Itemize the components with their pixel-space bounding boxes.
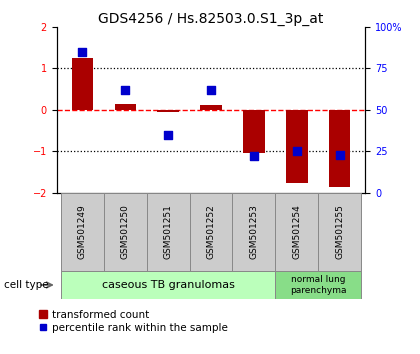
Bar [286,110,307,183]
Point [336,152,343,158]
Bar [61,271,276,299]
Bar [104,193,147,271]
Text: GSM501253: GSM501253 [249,204,258,259]
Point [294,149,300,154]
Legend: transformed count, percentile rank within the sample: transformed count, percentile rank withi… [39,310,228,333]
Bar [329,110,350,187]
Text: GSM501249: GSM501249 [78,205,87,259]
Bar [318,193,361,271]
Text: cell type: cell type [4,280,49,290]
Text: GSM501252: GSM501252 [207,205,215,259]
Bar [200,105,222,110]
Point [251,154,257,159]
Point [165,132,171,138]
Bar [158,110,179,112]
Point [208,87,215,93]
Text: GSM501255: GSM501255 [335,204,344,259]
Bar [276,271,361,299]
Bar [189,193,233,271]
Bar [233,193,276,271]
Bar [72,58,93,110]
Text: GSM501251: GSM501251 [164,204,173,259]
Bar [276,193,318,271]
Bar [147,193,189,271]
Point [122,87,129,93]
Text: GSM501250: GSM501250 [121,204,130,259]
Bar [243,110,265,153]
Title: GDS4256 / Hs.82503.0.S1_3p_at: GDS4256 / Hs.82503.0.S1_3p_at [98,12,324,25]
Bar [61,193,104,271]
Text: GSM501254: GSM501254 [292,205,301,259]
Text: normal lung
parenchyma: normal lung parenchyma [290,275,346,295]
Bar [115,103,136,110]
Point [79,48,86,54]
Text: caseous TB granulomas: caseous TB granulomas [102,280,235,290]
